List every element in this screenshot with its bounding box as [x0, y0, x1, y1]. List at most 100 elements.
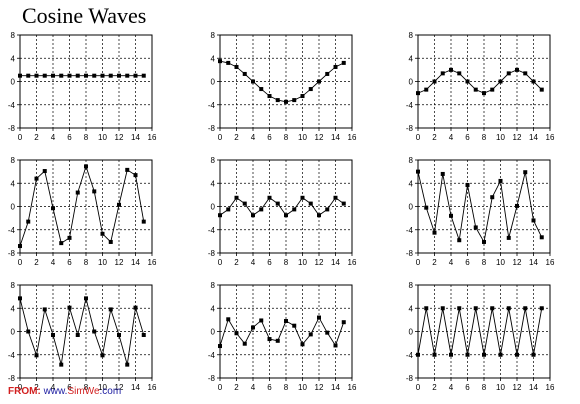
data-point: [218, 344, 222, 349]
data-point: [67, 305, 72, 310]
data-point: [259, 207, 264, 212]
x-tick-label: 6: [67, 383, 72, 392]
data-point: [18, 296, 22, 301]
y-tick-label: 8: [211, 156, 216, 165]
data-point: [226, 207, 231, 212]
y-tick-label: -4: [406, 101, 414, 110]
x-tick-label: 16: [546, 258, 555, 267]
data-point: [473, 306, 478, 311]
y-tick-label: -4: [208, 101, 216, 110]
data-point: [234, 331, 239, 336]
data-point: [325, 71, 330, 76]
data-point: [133, 73, 138, 78]
x-tick-label: 14: [131, 383, 140, 392]
data-point: [108, 73, 113, 78]
x-tick-label: 14: [529, 258, 538, 267]
x-tick-label: 12: [315, 133, 324, 142]
data-point: [34, 176, 39, 181]
data-point: [284, 213, 288, 218]
x-tick-label: 6: [67, 133, 72, 142]
x-tick-label: 10: [496, 383, 505, 392]
x-tick-label: 8: [482, 133, 487, 142]
data-point: [42, 169, 47, 174]
data-point: [341, 320, 346, 325]
x-tick-label: 8: [84, 133, 89, 142]
data-point: [333, 343, 338, 348]
x-tick-label: 12: [513, 258, 522, 267]
data-point: [449, 352, 453, 357]
data-point: [308, 87, 313, 92]
data-point: [465, 79, 470, 84]
data-point: [432, 79, 437, 84]
data-point: [117, 202, 121, 207]
x-tick-label: 12: [315, 383, 324, 392]
x-tick-label: 10: [496, 133, 505, 142]
series-line: [19, 164, 145, 247]
y-tick-label: 0: [211, 78, 216, 87]
data-point: [34, 73, 39, 78]
data-point: [515, 352, 519, 357]
y-tick-label: -8: [208, 374, 216, 383]
data-point: [51, 206, 55, 211]
y-tick-label: -4: [208, 226, 216, 235]
data-point: [531, 79, 536, 84]
data-point: [506, 235, 511, 240]
series-line: [19, 298, 145, 365]
data-point: [84, 73, 88, 78]
y-tick-label: 4: [409, 179, 414, 188]
data-point: [234, 195, 239, 200]
x-tick-label: 6: [465, 258, 470, 267]
data-point: [506, 306, 511, 311]
data-point: [292, 207, 297, 212]
data-point: [317, 315, 321, 320]
data-point: [416, 91, 420, 96]
data-point: [440, 171, 445, 176]
data-point: [141, 73, 146, 78]
data-point: [100, 231, 105, 236]
data-point: [457, 71, 462, 76]
x-tick-label: 4: [251, 383, 256, 392]
x-tick-label: 16: [148, 383, 157, 392]
series-line: [417, 171, 543, 244]
x-tick-label: 0: [18, 258, 23, 267]
data-point: [341, 60, 346, 65]
data-point: [424, 87, 429, 92]
data-point: [100, 73, 105, 78]
data-point: [141, 219, 146, 224]
x-tick-label: 2: [234, 133, 239, 142]
data-point: [457, 306, 462, 311]
data-point: [432, 230, 437, 235]
data-point: [325, 330, 330, 335]
x-tick-label: 12: [115, 258, 124, 267]
data-point: [333, 195, 338, 200]
data-point: [416, 352, 420, 357]
y-tick-label: 4: [11, 54, 16, 63]
page-title: Cosine Waves: [22, 3, 147, 28]
data-point: [226, 317, 231, 322]
data-point: [449, 213, 453, 218]
data-point: [267, 94, 272, 99]
source-site-brand: SimWe: [67, 386, 100, 397]
data-point: [26, 219, 31, 224]
x-tick-label: 16: [348, 383, 357, 392]
data-point: [284, 319, 288, 324]
panel-4: 0 2 4 6 8 10 12 14 16 8 4 0 -4 -8: [8, 156, 157, 267]
data-point: [26, 73, 31, 78]
x-tick-label: 16: [148, 258, 157, 267]
x-tick-label: 6: [465, 133, 470, 142]
y-tick-label: 4: [11, 304, 16, 313]
y-tick-label: 4: [211, 304, 216, 313]
y-tick-label: 0: [11, 203, 16, 212]
series-line: [219, 60, 344, 103]
y-tick-label: -4: [406, 226, 414, 235]
data-point: [341, 201, 346, 206]
data-point: [84, 164, 88, 169]
data-point: [75, 73, 80, 78]
data-point: [267, 195, 272, 200]
data-point: [59, 362, 64, 367]
panel-6: 0 2 4 6 8 10 12 14 16 8 4 0 -4 -8: [406, 156, 555, 267]
data-point: [523, 170, 528, 175]
y-tick-label: -4: [208, 351, 216, 360]
x-tick-label: 0: [416, 383, 421, 392]
data-point: [125, 362, 130, 367]
